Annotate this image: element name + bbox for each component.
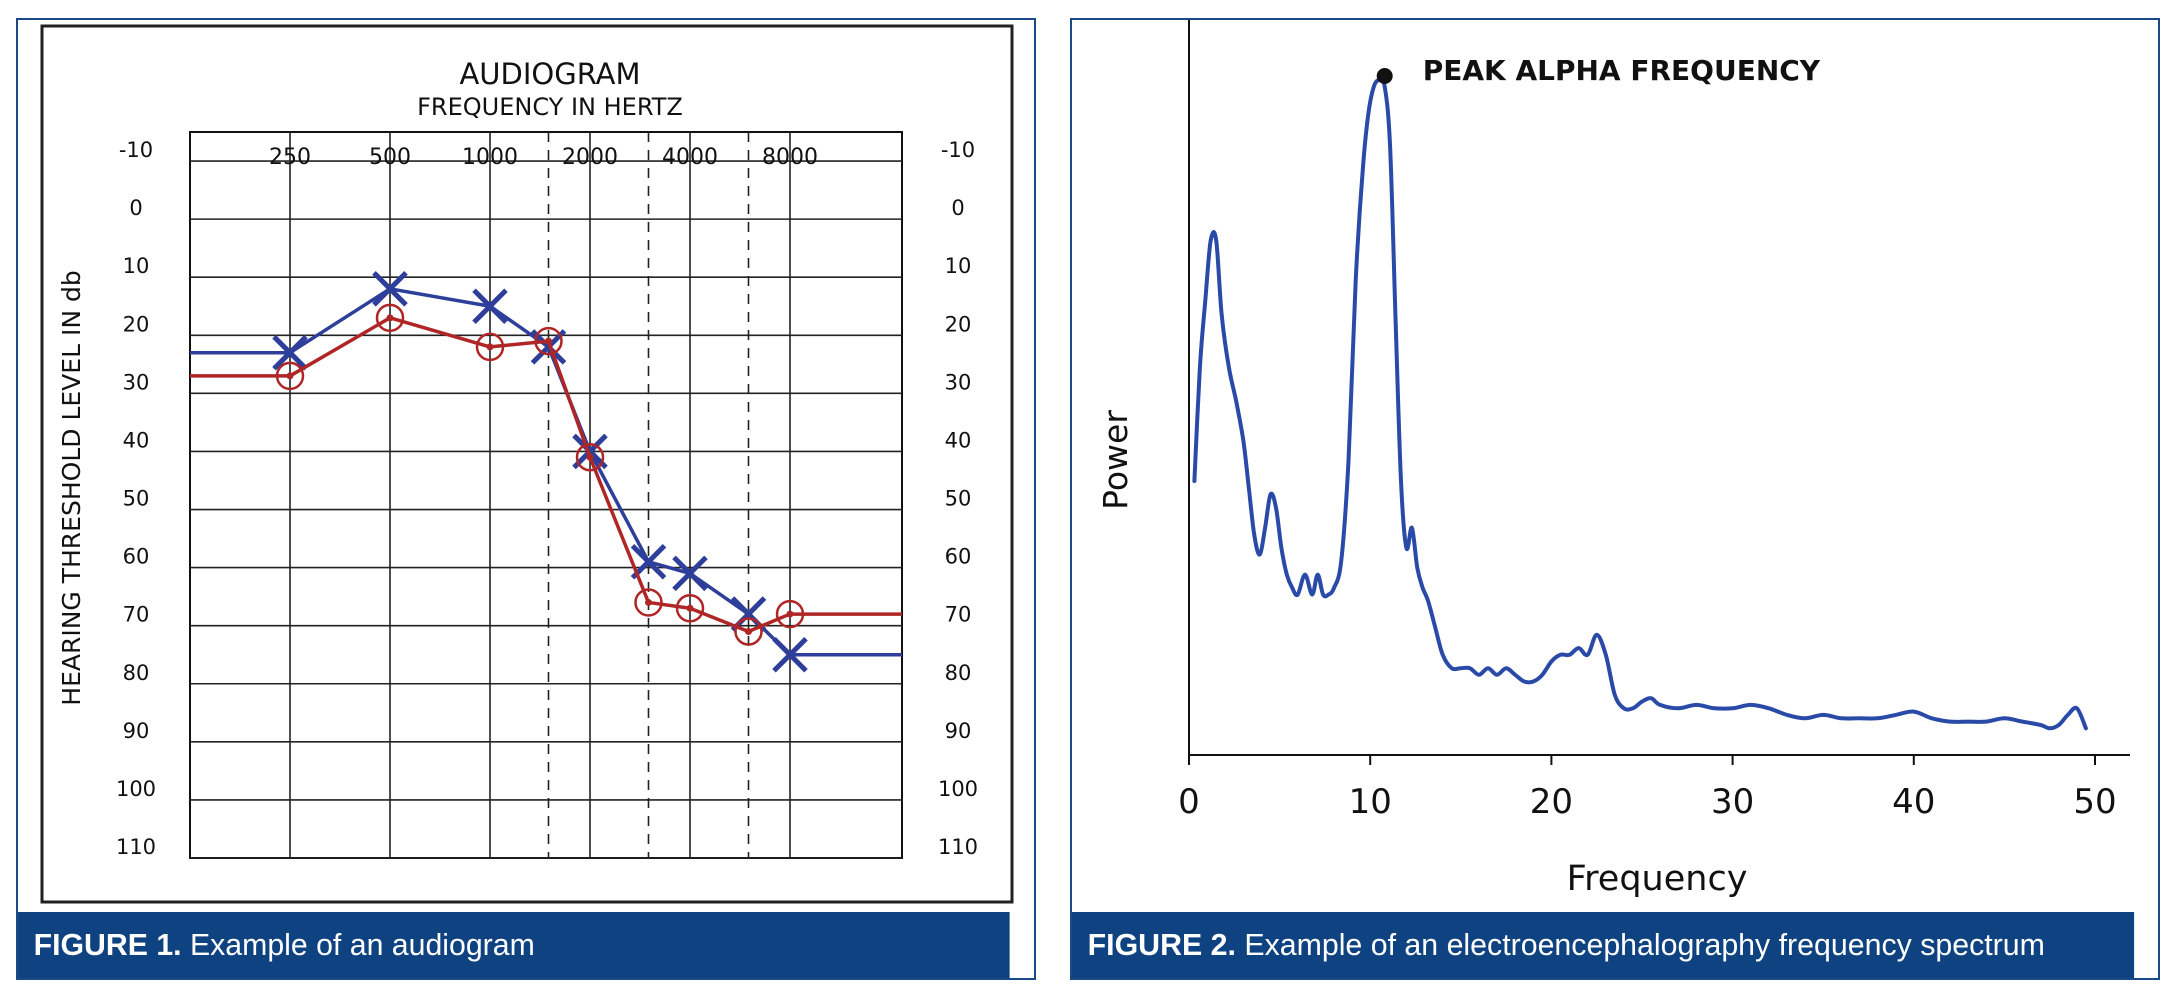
- audiogram-y-tick-label-right: 50: [945, 487, 972, 511]
- audiogram-y-tick-label-right: 20: [945, 312, 972, 336]
- eeg-y-axis-label: Power: [1096, 410, 1135, 510]
- right-ear-circle-marker: [375, 303, 405, 333]
- audiogram-tick-labels: 250 500 1000 2000 4000 8000 -10 -10 0 0 10 10 20 20 30…: [116, 138, 978, 859]
- right-ear-circle-marker: [534, 326, 563, 356]
- audiogram-title: AUDIOGRAM: [459, 57, 640, 91]
- audiogram-y-tick-label-right: -10: [941, 138, 975, 162]
- audiogram-x-tick-label: 1000: [462, 145, 518, 170]
- eeg-x-tick-label: 50: [2073, 782, 2116, 822]
- eeg-x-axis-label: Frequency: [1567, 859, 1748, 899]
- left-ear-x-marker: [472, 288, 508, 325]
- audiogram-frame: [40, 24, 1014, 904]
- peak-alpha-annotation: PEAK ALPHA FREQUENCY: [1423, 54, 1821, 87]
- audiogram-series: [190, 271, 902, 673]
- audiogram-y-tick-label-right: 90: [945, 719, 972, 743]
- right-ear-circle-marker: [734, 617, 763, 646]
- audiogram-y-tick-label-right: 40: [945, 428, 972, 452]
- left-ear-x-marker: [530, 329, 567, 365]
- eeg-x-tick-label: 10: [1349, 782, 1392, 822]
- audiogram-y-tick-label-left: 30: [123, 370, 150, 394]
- eeg-tick-labels: 0 10 20 30 40 50: [1178, 755, 2117, 822]
- audiogram-chart: AUDIOGRAM FREQUENCY IN HERTZ HEARING THR…: [40, 24, 1014, 904]
- audiogram-y-axis-label: HEARING THRESHOLD LEVEL IN db: [57, 270, 86, 705]
- peak-alpha-marker: [1376, 68, 1393, 84]
- audiogram-y-tick-label-left: 100: [116, 777, 156, 801]
- audiogram-subtitle: FREQUENCY IN HERTZ: [417, 93, 683, 121]
- audiogram-y-tick-label-left: 110: [116, 835, 156, 859]
- audiogram-y-tick-label-left: 70: [123, 603, 150, 627]
- audiogram-y-tick-label-right: 30: [945, 370, 972, 394]
- audiogram-y-tick-label-right: 70: [945, 603, 972, 627]
- right-ear-circle-marker: [634, 588, 663, 617]
- audiogram-y-tick-label-left: 40: [123, 428, 150, 452]
- figure-1-panel: AUDIOGRAM FREQUENCY IN HERTZ HEARING THR…: [16, 18, 1036, 980]
- eeg-x-tick-label: 0: [1178, 782, 1200, 822]
- audiogram-y-tick-label-left: 20: [123, 312, 150, 336]
- audiogram-plot-border: [189, 131, 903, 859]
- audiogram-x-tick-label: 8000: [762, 145, 818, 170]
- audiogram-x-tick-label: 4000: [662, 145, 718, 170]
- eeg-spectrum-line: [1192, 77, 2088, 731]
- audiogram-y-tick-label-left: 10: [123, 254, 150, 278]
- audiogram-grid: [189, 131, 903, 859]
- figure-2-panel: 0 10 20 30 40 50 Frequency Power PEAK ALPHA F…: [1070, 18, 2160, 980]
- left-ear-x-marker: [572, 433, 608, 470]
- audiogram-y-tick-label-left: 80: [123, 661, 150, 685]
- audiogram-y-tick-label-left: 50: [123, 487, 150, 511]
- eeg-x-tick-label: 40: [1892, 782, 1935, 822]
- audiogram-y-tick-label-left: -10: [119, 138, 153, 162]
- audiogram-y-tick-label-right: 0: [951, 196, 964, 220]
- right-ear-circle-marker: [475, 332, 505, 362]
- eeg-x-tick-label: 20: [1530, 782, 1573, 822]
- left-ear-x-marker: [272, 334, 308, 371]
- right-ear-circle-marker: [575, 442, 605, 472]
- left-ear-x-marker: [372, 271, 408, 307]
- figure-2-caption-label: FIGURE 2.: [1087, 927, 1236, 962]
- audiogram-y-tick-label-left: 60: [123, 545, 150, 569]
- figure-2-caption-text: Example of an electroencephalography fre…: [1244, 927, 2045, 962]
- audiogram-x-tick-label: 500: [369, 145, 411, 170]
- audiogram-y-tick-label-left: 90: [123, 719, 150, 743]
- figure-1-caption-text: Example of an audiogram: [189, 927, 535, 962]
- right-ear-circle-marker: [775, 599, 805, 629]
- eeg-x-tick-label: 30: [1711, 782, 1754, 822]
- right-ear-circle-marker: [275, 361, 305, 391]
- left-ear-x-marker: [772, 636, 808, 673]
- audiogram-y-tick-label-right: 80: [945, 661, 972, 685]
- audiogram-y-tick-label-right: 100: [938, 777, 978, 801]
- right-ear-circle-marker: [675, 594, 705, 623]
- audiogram-y-tick-label-right: 10: [945, 254, 972, 278]
- audiogram-x-tick-label: 2000: [562, 145, 618, 170]
- audiogram-y-tick-label-right: 60: [945, 545, 972, 569]
- eeg-spectrum-chart: 0 10 20 30 40 50 Frequency Power PEAK ALPHA F…: [1096, 20, 2130, 899]
- figure-1-caption: FIGURE 1. Example of an audiogram: [18, 912, 1010, 978]
- audiogram-x-tick-label: 250: [269, 145, 311, 170]
- audiogram-y-tick-label-right: 110: [938, 835, 978, 859]
- figure-2-caption: FIGURE 2. Example of an electroencephalo…: [1072, 912, 2135, 978]
- figure-1-caption-label: FIGURE 1.: [33, 927, 182, 962]
- audiogram-y-tick-label-left: 0: [129, 196, 142, 220]
- left-ear-x-marker: [672, 555, 708, 592]
